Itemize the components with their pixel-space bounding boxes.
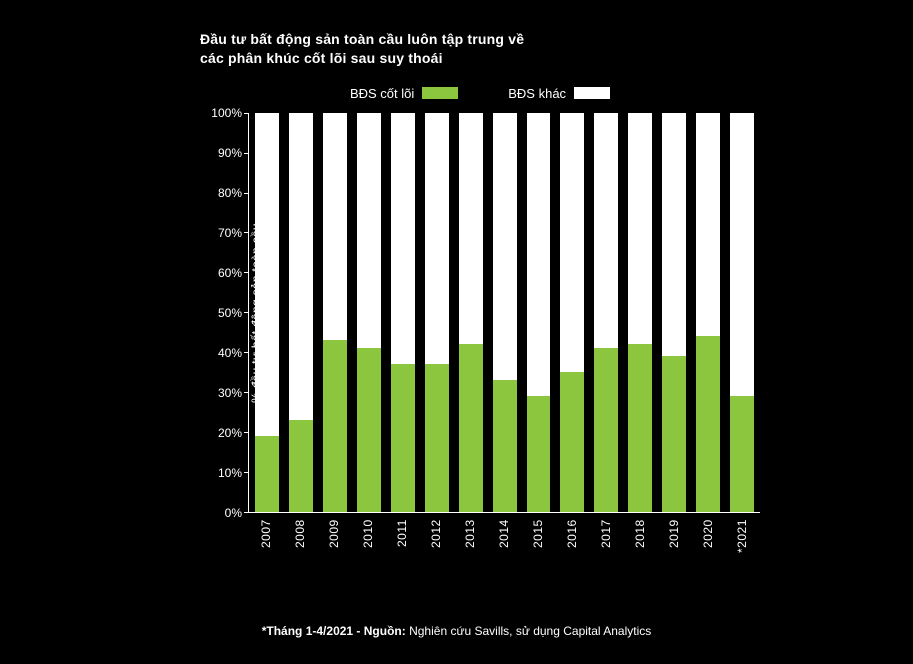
bar-segment-core (459, 344, 483, 512)
bar-segment-core (662, 356, 686, 512)
bar-segment-other (289, 113, 313, 420)
bar-segment-other (357, 113, 381, 348)
x-tick-label: 2019 (662, 519, 686, 565)
bar-segment-other (323, 113, 347, 340)
legend-item-core: BĐS cốt lõi (350, 86, 458, 101)
x-tick-label: 2010 (356, 519, 380, 565)
legend-swatch-core (422, 87, 458, 99)
x-tick-label: 2007 (254, 519, 278, 565)
bar-column (696, 113, 720, 512)
bar-column (289, 113, 313, 512)
bar-segment-other (493, 113, 517, 380)
bar-column (730, 113, 754, 512)
bar-column (662, 113, 686, 512)
legend-label-other: BĐS khác (508, 86, 566, 101)
bar-column (493, 113, 517, 512)
plot-area: % đầu tư bất động sản toàn cầu 100%90%80… (200, 113, 760, 513)
footnote-rest: Nghiên cứu Savills, sử dụng Capital Anal… (406, 624, 652, 638)
legend-item-other: BĐS khác (508, 86, 610, 101)
bar-column (594, 113, 618, 512)
bar-segment-core (527, 396, 551, 512)
plot (248, 113, 760, 513)
bar-segment-other (425, 113, 449, 364)
bar-column (425, 113, 449, 512)
x-tick-label: 2018 (628, 519, 652, 565)
legend: BĐS cốt lõi BĐS khác (200, 86, 760, 101)
bar-segment-other (459, 113, 483, 344)
footnote-bold: *Tháng 1-4/2021 - Nguồn: (262, 624, 406, 638)
x-tick-label: 2013 (458, 519, 482, 565)
bar-column (560, 113, 584, 512)
x-tick-label: 2020 (696, 519, 720, 565)
bar-column (323, 113, 347, 512)
footnote: *Tháng 1-4/2021 - Nguồn: Nghiên cứu Savi… (0, 624, 913, 638)
x-tick-label: 2014 (492, 519, 516, 565)
bar-column (391, 113, 415, 512)
bar-segment-other (628, 113, 652, 344)
y-axis: 100%90%80%70%60%50%40%30%20%10%0% (200, 113, 248, 513)
bar-segment-other (594, 113, 618, 348)
bar-segment-other (560, 113, 584, 372)
title-line-2: các phân khúc cốt lõi sau suy thoái (200, 50, 443, 66)
bar-segment-core (696, 336, 720, 512)
bar-segment-other (696, 113, 720, 336)
bar-column (255, 113, 279, 512)
bar-segment-core (493, 380, 517, 512)
bar-segment-other (255, 113, 279, 436)
legend-label-core: BĐS cốt lõi (350, 86, 414, 101)
bar-segment-other (527, 113, 551, 396)
x-tick-label: 2012 (424, 519, 448, 565)
bar-segment-core (255, 436, 279, 512)
bar-segment-core (357, 348, 381, 512)
x-tick-label: 2008 (288, 519, 312, 565)
bar-column (357, 113, 381, 512)
x-tick-label: 2016 (560, 519, 584, 565)
x-tick-label: 2015 (526, 519, 550, 565)
legend-swatch-other (574, 87, 610, 99)
bar-segment-core (289, 420, 313, 512)
x-tick-label: *2021 (730, 519, 754, 565)
bar-segment-core (323, 340, 347, 512)
bar-segment-core (425, 364, 449, 512)
bar-segment-core (730, 396, 754, 512)
chart-title: Đầu tư bất động sản toàn cầu luôn tập tr… (200, 30, 760, 68)
title-line-1: Đầu tư bất động sản toàn cầu luôn tập tr… (200, 31, 524, 47)
x-tick-label: 2009 (322, 519, 346, 565)
bar-segment-core (560, 372, 584, 512)
x-axis: 2007 2008 2009 2010 2011 2012 2013 2014 2015 2016… (248, 519, 760, 565)
x-tick-label: 2017 (594, 519, 618, 565)
bar-segment-core (628, 344, 652, 512)
chart-container: Đầu tư bất động sản toàn cầu luôn tập tr… (200, 30, 760, 565)
bar-column (527, 113, 551, 512)
bar-segment-core (391, 364, 415, 512)
bar-column (459, 113, 483, 512)
x-tick-label: 2011 (390, 519, 414, 565)
bar-segment-core (594, 348, 618, 512)
bar-column (628, 113, 652, 512)
bar-segment-other (662, 113, 686, 356)
bar-segment-other (730, 113, 754, 396)
bar-segment-other (391, 113, 415, 364)
